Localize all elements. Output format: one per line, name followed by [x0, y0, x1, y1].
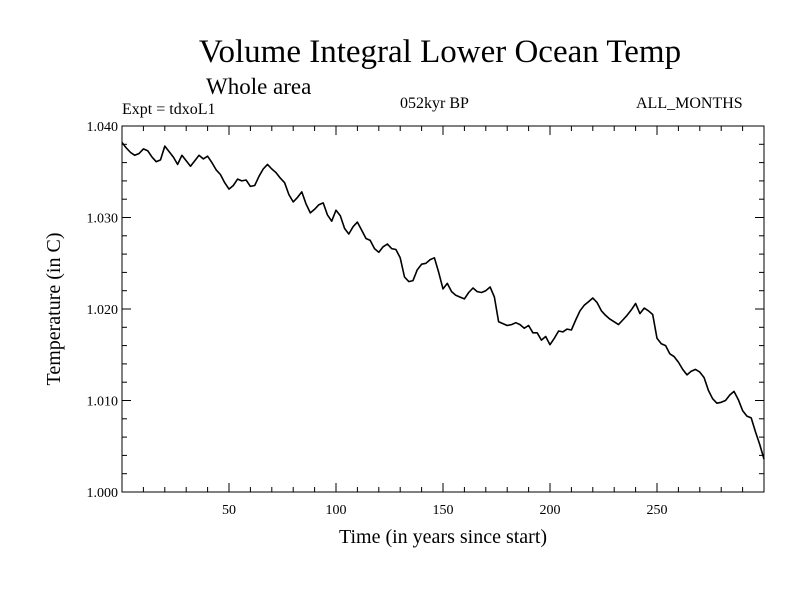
- months-label: ALL_MONTHS: [636, 95, 743, 112]
- x-tick-label: 150: [433, 503, 454, 518]
- y-tick-label: 1.010: [87, 395, 119, 410]
- y-axis-label: Temperature (in C): [43, 233, 65, 386]
- series-line: [121, 142, 765, 460]
- chart-subtitle: Whole area: [206, 74, 312, 99]
- y-tick-label: 1.040: [87, 120, 119, 135]
- y-tick-label: 1.030: [87, 212, 119, 227]
- experiment-label: Expt = tdxoL1: [122, 101, 216, 118]
- plot-frame: [121, 125, 765, 493]
- x-tick-label: 250: [647, 503, 668, 518]
- chart-title: Volume Integral Lower Ocean Temp: [198, 34, 682, 70]
- x-tick-label: 100: [326, 503, 347, 518]
- x-axis-label: Time (in years since start): [339, 526, 547, 548]
- y-tick-label: 1.020: [87, 303, 119, 318]
- x-tick-label: 50: [222, 503, 236, 518]
- period-label: 052kyr BP: [400, 95, 469, 112]
- x-tick-label: 200: [540, 503, 561, 518]
- y-tick-label: 1.000: [87, 486, 119, 501]
